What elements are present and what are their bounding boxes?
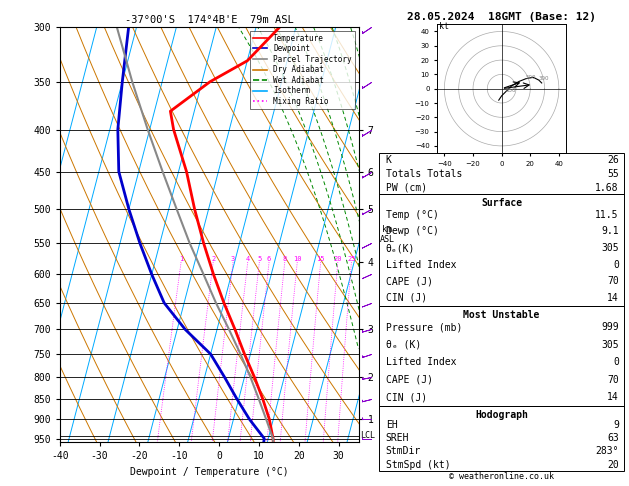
Text: Pressure (mb): Pressure (mb) [386, 322, 462, 332]
Text: 10: 10 [293, 256, 301, 262]
Text: 55: 55 [607, 169, 619, 179]
Bar [379, 306, 624, 406]
Y-axis label: km
ASL: km ASL [380, 225, 395, 244]
Text: 0: 0 [613, 357, 619, 367]
Text: Most Unstable: Most Unstable [464, 310, 540, 320]
Text: StmDir: StmDir [386, 446, 421, 456]
Text: PW (cm): PW (cm) [386, 183, 427, 192]
Text: θₑ(K): θₑ(K) [386, 243, 415, 253]
Text: 70: 70 [607, 375, 619, 384]
Text: 63: 63 [607, 433, 619, 443]
Text: CIN (J): CIN (J) [386, 392, 427, 402]
Text: 3: 3 [231, 256, 235, 262]
Text: Lifted Index: Lifted Index [386, 357, 456, 367]
Text: Dewp (°C): Dewp (°C) [386, 226, 438, 237]
Text: CAPE (J): CAPE (J) [386, 375, 433, 384]
Text: StmSpd (kt): StmSpd (kt) [386, 460, 450, 470]
Text: 14: 14 [607, 293, 619, 303]
Text: 6: 6 [267, 256, 271, 262]
Text: 1.68: 1.68 [595, 183, 619, 192]
Text: © weatheronline.co.uk: © weatheronline.co.uk [449, 472, 554, 481]
Text: 2: 2 [211, 256, 215, 262]
Bar [379, 153, 624, 194]
Text: 850: 850 [506, 87, 516, 92]
Text: Surface: Surface [481, 198, 522, 208]
Text: 305: 305 [601, 340, 619, 349]
Text: 20: 20 [333, 256, 342, 262]
Text: kt: kt [438, 21, 448, 31]
Bar [379, 194, 624, 306]
Text: 305: 305 [601, 243, 619, 253]
Bar [379, 406, 624, 471]
Text: CIN (J): CIN (J) [386, 293, 427, 303]
Text: LCL: LCL [360, 432, 376, 440]
Text: 4: 4 [245, 256, 250, 262]
Text: Totals Totals: Totals Totals [386, 169, 462, 179]
Text: 500: 500 [526, 75, 537, 80]
Text: 283°: 283° [595, 446, 619, 456]
Text: CAPE (J): CAPE (J) [386, 276, 433, 286]
Text: 15: 15 [316, 256, 325, 262]
Legend: Temperature, Dewpoint, Parcel Trajectory, Dry Adiabat, Wet Adiabat, Isotherm, Mi: Temperature, Dewpoint, Parcel Trajectory… [250, 31, 355, 109]
Text: Temp (°C): Temp (°C) [386, 210, 438, 220]
Text: 11.5: 11.5 [595, 210, 619, 220]
Text: 20: 20 [607, 460, 619, 470]
Text: SREH: SREH [386, 433, 409, 443]
Text: 28.05.2024  18GMT (Base: 12): 28.05.2024 18GMT (Base: 12) [407, 12, 596, 22]
Text: K: K [386, 155, 392, 165]
Text: 0: 0 [613, 260, 619, 270]
Text: Hodograph: Hodograph [475, 410, 528, 420]
Text: 9: 9 [613, 419, 619, 430]
X-axis label: Dewpoint / Temperature (°C): Dewpoint / Temperature (°C) [130, 467, 289, 477]
Text: 5: 5 [257, 256, 262, 262]
Text: 26: 26 [607, 155, 619, 165]
Text: 9.1: 9.1 [601, 226, 619, 237]
Text: EH: EH [386, 419, 398, 430]
Text: 1: 1 [179, 256, 183, 262]
Text: Lifted Index: Lifted Index [386, 260, 456, 270]
Text: 300: 300 [539, 76, 549, 81]
Text: 25: 25 [347, 256, 355, 262]
Text: 70: 70 [607, 276, 619, 286]
Title: -37°00'S  174°4B'E  79m ASL: -37°00'S 174°4B'E 79m ASL [125, 15, 294, 25]
Text: θₑ (K): θₑ (K) [386, 340, 421, 349]
Text: 999: 999 [601, 322, 619, 332]
Text: 8: 8 [282, 256, 287, 262]
Text: 14: 14 [607, 392, 619, 402]
